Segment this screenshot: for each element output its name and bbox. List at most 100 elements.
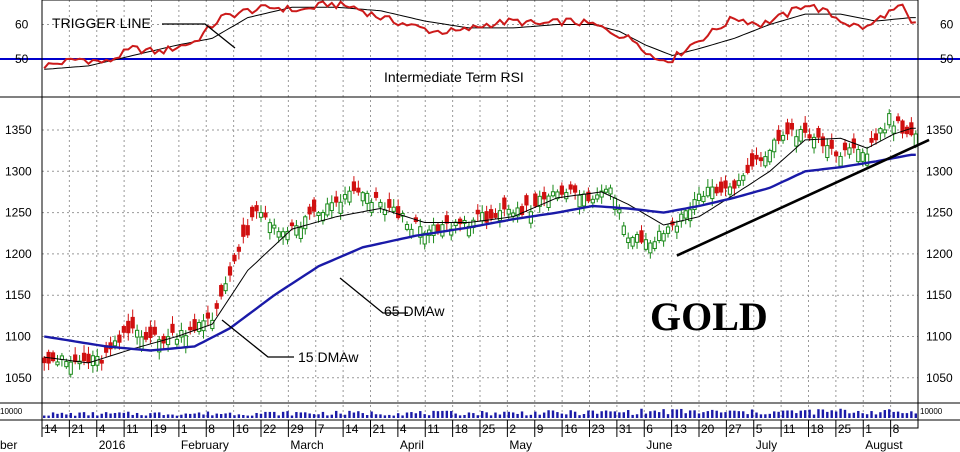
volume-bar [281, 411, 285, 418]
volume-bar [671, 409, 674, 418]
volume-bar [162, 415, 165, 418]
candle-body [475, 209, 480, 215]
volume-bar [786, 410, 789, 418]
candle-body [227, 266, 233, 276]
candle-body [431, 224, 436, 236]
candle [798, 125, 803, 145]
volume-bar [109, 413, 112, 418]
volume-bar [268, 411, 272, 418]
candle-body [838, 155, 843, 167]
volume-bar [511, 412, 515, 418]
volume-bar [582, 414, 586, 418]
candle-body [298, 227, 303, 239]
candle [201, 314, 206, 339]
volume-bar [357, 411, 360, 418]
candle [745, 158, 750, 175]
x-tick-label: 16 [236, 422, 250, 436]
volume-bar [405, 412, 409, 418]
volume-bar [100, 413, 103, 418]
dma65-annotation: 65 DMAw [384, 303, 445, 319]
volume-bar [697, 413, 701, 418]
volume-bar [51, 412, 55, 418]
price-panel [42, 109, 930, 378]
candle-body [882, 129, 887, 134]
volume-bar [379, 414, 382, 418]
volume-bar [560, 413, 564, 418]
candle [559, 182, 564, 199]
candle-body [559, 185, 564, 195]
candle [143, 326, 149, 343]
volume-bar [91, 412, 95, 418]
candle-body [86, 353, 91, 363]
price-tick-right: 1300 [926, 164, 953, 178]
candle-body [652, 241, 657, 250]
volume-bar [573, 411, 577, 418]
candle-body [803, 122, 808, 133]
candle [46, 349, 51, 371]
volume-bar [503, 411, 506, 418]
x-tick-label: 14 [44, 422, 58, 436]
volume-bar [335, 410, 338, 418]
x-tick-label: 8 [208, 422, 215, 436]
candle-body [873, 133, 879, 141]
candle-body [856, 149, 861, 163]
candle [688, 202, 693, 228]
candle [245, 219, 250, 238]
volume-bar [206, 411, 210, 418]
candle-body [643, 239, 649, 250]
volume-bar [556, 412, 559, 418]
candle [135, 324, 140, 345]
candle-body [869, 138, 874, 143]
volume-bar [219, 414, 223, 418]
candle [55, 354, 60, 367]
volume-bar [228, 412, 232, 418]
x-month-label: 2016 [99, 438, 126, 452]
candle-body [683, 210, 688, 219]
candle-body [418, 226, 423, 238]
candle-body [763, 156, 768, 167]
x-tick-label: 20 [701, 422, 715, 436]
volume-bar [821, 409, 825, 418]
candle-body [488, 209, 494, 219]
x-month-label: June [646, 438, 672, 452]
volume-bar [901, 413, 904, 418]
volume-bar [135, 412, 139, 418]
candle-body [126, 320, 131, 334]
candle [665, 224, 671, 238]
volume-bar [104, 412, 108, 418]
volume-bar [520, 411, 524, 418]
volume-bar [711, 409, 714, 418]
candle [834, 150, 839, 163]
rsi-tick-left: 50 [15, 52, 29, 66]
rsi-tick-right: 50 [940, 52, 954, 66]
volume-bar [467, 412, 471, 418]
candle-body [99, 359, 104, 364]
candle [117, 330, 122, 350]
candle-body [723, 180, 728, 189]
volume-bar [657, 412, 661, 418]
candle [42, 356, 47, 371]
candle [104, 341, 109, 358]
candle [382, 202, 387, 222]
volume-bar [410, 412, 413, 418]
candle [497, 202, 503, 228]
candle-body [542, 191, 547, 200]
volume-bar [830, 410, 833, 418]
candle-body [196, 322, 202, 332]
candle-body [679, 213, 684, 222]
volume-bar [326, 415, 329, 418]
volume-bar [224, 413, 227, 418]
volume-bar [888, 409, 891, 418]
candle [196, 319, 202, 335]
candle [263, 205, 268, 220]
candle [232, 253, 237, 265]
candle [847, 143, 852, 159]
candle-body [223, 283, 228, 292]
candle [803, 116, 808, 138]
candle-body [329, 202, 334, 212]
candle [440, 220, 445, 239]
price-tick-left: 1350 [5, 123, 32, 137]
volume-bar [910, 411, 913, 418]
volume-bar [184, 413, 187, 418]
volume-bar [675, 409, 679, 418]
